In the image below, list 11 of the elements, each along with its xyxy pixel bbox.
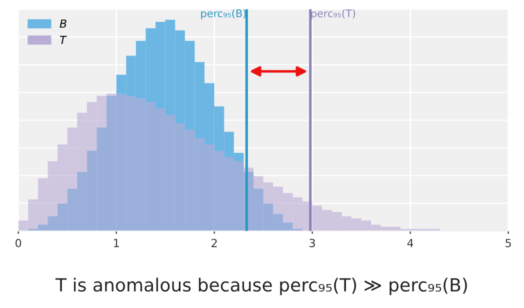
x-tick-label: 2 bbox=[212, 238, 217, 248]
text: T is anomalous because perc₉₅(T) ≫ perc₉₅(B) bbox=[55, 278, 467, 296]
legend-label: B bbox=[60, 20, 66, 28]
x-tick-label: 4 bbox=[407, 238, 414, 248]
x-tick-label: 5 bbox=[506, 238, 511, 248]
ref-line-label: perc₉₅(B) bbox=[201, 9, 246, 20]
x-tick-label: 1 bbox=[114, 238, 119, 248]
legend-label: T bbox=[60, 36, 67, 44]
x-tick-label: 0 bbox=[16, 238, 22, 248]
ref-line-label: perc₉₅(T) bbox=[311, 9, 356, 20]
x-tick-label: 3 bbox=[310, 238, 315, 248]
